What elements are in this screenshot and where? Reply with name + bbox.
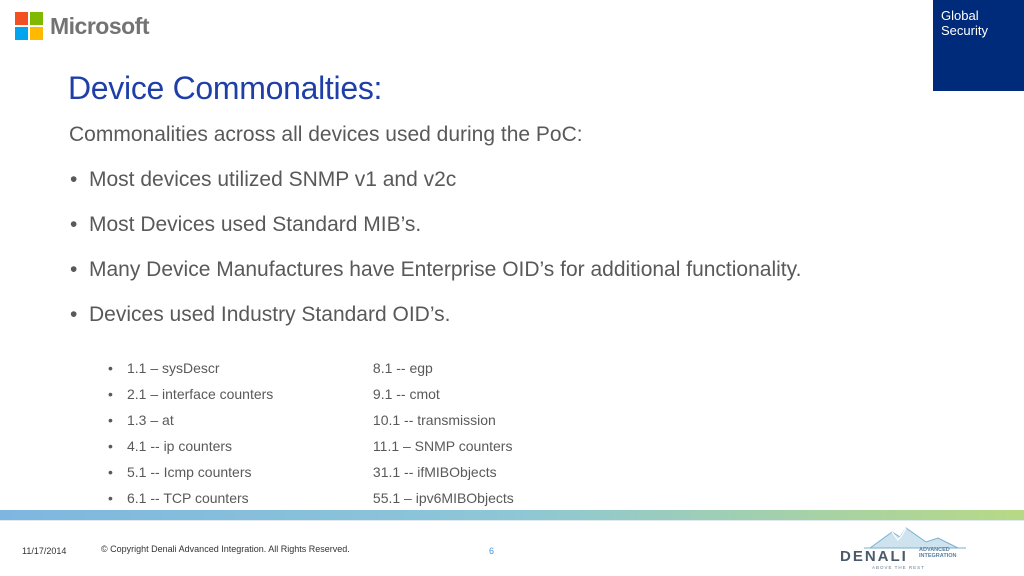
oid-item-right: 9.1 -- cmot xyxy=(372,386,440,402)
microsoft-logo: Microsoft xyxy=(15,12,150,40)
slide-intro: Commonalities across all devices used du… xyxy=(69,123,583,146)
slide-title: Device Commonalties: xyxy=(68,70,383,106)
denali-logo: DENALI ADVANCED INTEGRATION ABOVE THE RE… xyxy=(840,526,970,572)
microsoft-wordmark: Microsoft xyxy=(50,12,150,39)
oid-row: 4.1 -- ip counters 11.1 – SNMP counters xyxy=(108,437,668,463)
bullet-list: Most devices utilized SNMP v1 and v2c Mo… xyxy=(70,166,830,346)
logo-square-red xyxy=(15,12,28,25)
microsoft-logo-icon xyxy=(15,12,43,40)
footer-divider xyxy=(0,520,1024,521)
oid-item-left: 1.3 – at xyxy=(108,411,373,437)
oid-row: 1.3 – at 10.1 -- transmission xyxy=(108,411,668,437)
bullet-item: Most Devices used Standard MIB’s. xyxy=(70,211,830,238)
footer-gradient-bar xyxy=(0,510,1024,520)
footer-copyright: © Copyright Denali Advanced Integration.… xyxy=(101,544,350,554)
oid-item-left: 5.1 -- Icmp counters xyxy=(108,463,373,489)
denali-subtitle-line-1: ADVANCED xyxy=(919,547,950,553)
denali-subtitle-line-2: INTEGRATION xyxy=(919,553,957,559)
oid-item-left: 4.1 -- ip counters xyxy=(108,437,373,463)
page-number: 6 xyxy=(489,546,495,556)
oid-item-left: 6.1 -- TCP counters xyxy=(108,489,373,515)
oid-list: 1.1 – sysDescr 8.1 -- egp 2.1 – interfac… xyxy=(108,359,668,515)
global-security-badge: Global Security xyxy=(933,0,1024,91)
badge-line-2: Security xyxy=(941,23,988,38)
mountain-icon xyxy=(864,527,966,549)
denali-tagline: ABOVE THE REST xyxy=(872,565,925,570)
oid-item-right: 55.1 – ipv6MIBObjects xyxy=(372,490,514,506)
oid-item-right: 8.1 -- egp xyxy=(372,360,433,376)
oid-item-left: 1.1 – sysDescr xyxy=(108,359,373,385)
bullet-item: Most devices utilized SNMP v1 and v2c xyxy=(70,166,830,193)
badge-line-1: Global xyxy=(941,8,979,23)
footer-date: 11/17/2014 xyxy=(22,546,67,556)
logo-square-yellow xyxy=(30,27,43,40)
oid-item-right: 10.1 -- transmission xyxy=(372,412,496,428)
oid-row: 1.1 – sysDescr 8.1 -- egp xyxy=(108,359,668,385)
oid-item-right: 11.1 – SNMP counters xyxy=(372,438,513,454)
oid-row: 6.1 -- TCP counters 55.1 – ipv6MIBObject… xyxy=(108,489,668,515)
bullet-item: Devices used Industry Standard OID’s. xyxy=(70,301,830,328)
denali-wordmark: DENALI xyxy=(840,548,908,565)
oid-item-left: 2.1 – interface counters xyxy=(108,385,373,411)
oid-row: 2.1 – interface counters 9.1 -- cmot xyxy=(108,385,668,411)
logo-square-green xyxy=(30,12,43,25)
oid-item-right: 31.1 -- ifMIBObjects xyxy=(372,464,497,480)
denali-subtitle: ADVANCED INTEGRATION xyxy=(919,547,956,559)
bullet-item: Many Device Manufactures have Enterprise… xyxy=(70,256,830,283)
oid-row: 5.1 -- Icmp counters 31.1 -- ifMIBObject… xyxy=(108,463,668,489)
logo-square-blue xyxy=(15,27,28,40)
